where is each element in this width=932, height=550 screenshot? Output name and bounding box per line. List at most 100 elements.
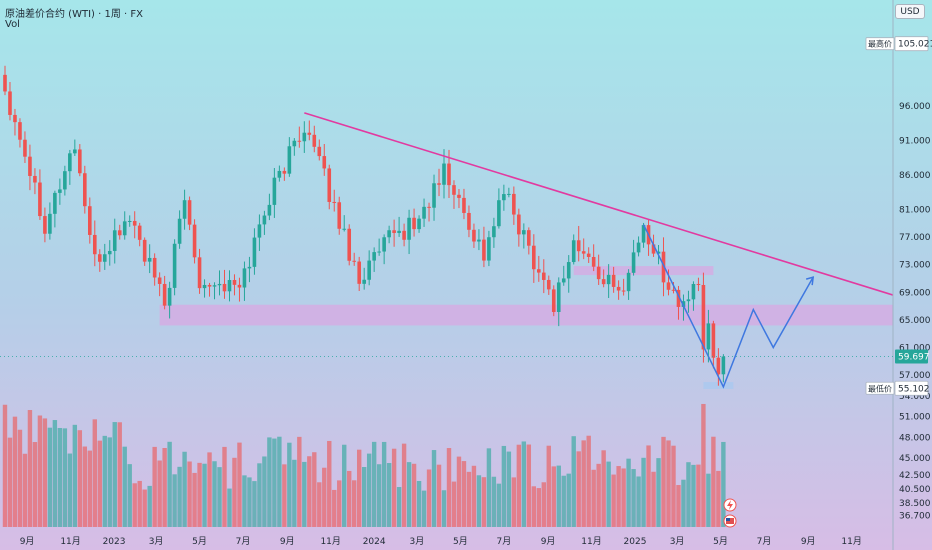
volume-bar (87, 450, 92, 527)
candle-body (68, 153, 72, 172)
time-tick-label: 5月 (713, 536, 728, 547)
candle-body (122, 221, 127, 236)
time-tick-label: 3月 (410, 536, 425, 547)
volume-bar (167, 441, 172, 527)
time-tick-label: 11月 (841, 536, 861, 547)
candle-body (651, 244, 656, 254)
event-icons[interactable] (723, 498, 737, 528)
candle-body (611, 274, 616, 287)
candle-body (177, 218, 182, 244)
candle-body (482, 239, 486, 261)
volume-bar (242, 475, 247, 527)
candle-body (202, 284, 207, 289)
drawings (304, 112, 894, 389)
volume-bar (521, 441, 527, 527)
time-tick-label: 5月 (453, 536, 468, 547)
volume-bar (207, 452, 212, 527)
price-tick-label: 73.000 (899, 261, 931, 271)
candle-body (23, 139, 27, 157)
price-tick-label: 40.500 (899, 485, 931, 495)
candle-body (137, 225, 142, 240)
volume-bar (386, 463, 392, 527)
candle-body (167, 287, 172, 306)
candle-body (267, 204, 272, 216)
candle-body (377, 251, 381, 253)
volume-bar (132, 483, 137, 527)
volume-bar (7, 437, 13, 527)
volume-bar (526, 444, 532, 527)
candle-body (182, 200, 187, 219)
time-axis[interactable]: 9月 11月 2023 3月 5月 7月 9月 11月 2024 3月 5月 7月 9月 11月 2025 3… (20, 536, 862, 547)
volume-bar (441, 490, 447, 527)
volume-bar (411, 463, 417, 527)
candle-body (242, 268, 247, 288)
price-tick-label: 45.000 (899, 454, 931, 464)
price-tick-label: 54.000 (899, 392, 931, 402)
volume-bar (571, 436, 576, 527)
volume-bar (117, 422, 122, 527)
volume-bar (361, 467, 367, 527)
candle-body (402, 230, 406, 240)
volume-bar (581, 440, 586, 527)
volume-bar (177, 466, 182, 527)
volume-bar (621, 468, 626, 527)
resistance-zone (573, 266, 714, 276)
candle-body (546, 279, 551, 290)
price-tick-label: 48.000 (899, 433, 931, 443)
currency-button[interactable]: USD (895, 4, 925, 19)
volume-bar (212, 461, 217, 527)
time-tick-label: 11月 (581, 536, 601, 547)
candle-body (477, 239, 481, 242)
volume-bar (546, 445, 551, 527)
volume-bar (476, 475, 482, 527)
volume-label: Vol (5, 19, 20, 30)
candle-body (517, 214, 521, 235)
candle-body (462, 197, 466, 213)
time-tick-label: 11月 (320, 536, 340, 547)
volume-bar (197, 462, 202, 527)
price-tick-label: 86.000 (899, 171, 931, 181)
candle-body (247, 266, 252, 269)
volume-bar (272, 438, 277, 527)
price-zones (159, 266, 893, 389)
volume-bar (232, 457, 237, 527)
volume-bar (262, 456, 267, 527)
volume-bar (451, 481, 457, 527)
volume-bar (102, 435, 107, 527)
candle-body (107, 250, 112, 255)
candle-body (656, 251, 661, 254)
candle-body (701, 284, 706, 350)
volume-bar (466, 471, 472, 527)
candle-body (407, 217, 411, 240)
candle-body (721, 356, 726, 375)
volume-bar (691, 464, 696, 527)
price-axis[interactable]: 36.700 38.500 40.500 42.500 45.000 48.000 51.0… (899, 102, 931, 521)
candle-body (83, 173, 87, 207)
candle-body (631, 252, 636, 273)
volume-bar (2, 404, 8, 527)
price-markers: 最高价 105.021 59.697 最低价 55.102 (0, 36, 932, 396)
price-marker-box (894, 36, 929, 52)
price-marker-label: 最低价 (868, 383, 892, 393)
candle-body (641, 225, 646, 243)
volume-bar (97, 440, 102, 527)
candle-body (422, 206, 426, 219)
volume-bar (496, 483, 502, 527)
candle-body (147, 257, 152, 262)
candle-body (382, 237, 386, 252)
candle-body (287, 146, 292, 174)
candle-body (312, 134, 317, 147)
volume-bar (57, 427, 63, 527)
candle-body (502, 194, 506, 201)
candle-body (492, 226, 496, 238)
volume-bar (22, 453, 28, 527)
volume-bar (511, 477, 517, 527)
us-flag-canton (726, 518, 730, 521)
volume-bar (456, 456, 462, 527)
candle-body (157, 277, 162, 284)
candle-body (73, 149, 77, 154)
candle-body (237, 284, 242, 288)
volume-bar (601, 450, 606, 527)
volume-bar (636, 476, 641, 527)
